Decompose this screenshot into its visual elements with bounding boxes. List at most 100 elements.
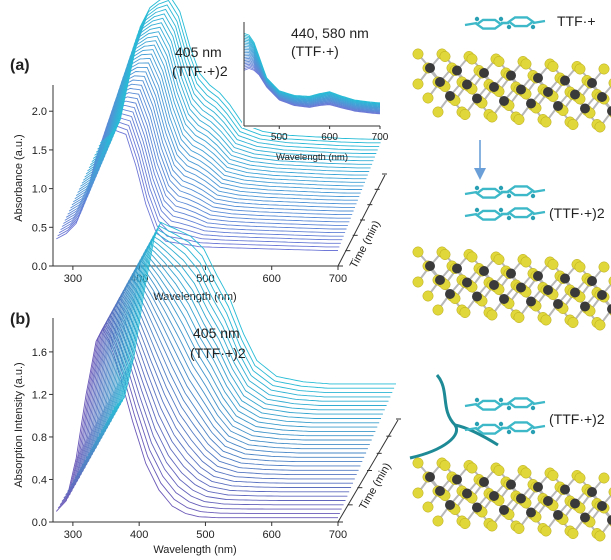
spectrum-line	[97, 4, 380, 150]
inset-x-label: Wavelength (nm)	[276, 152, 348, 163]
sulfur-atom	[540, 116, 552, 128]
inset-spectrum-line	[243, 32, 381, 104]
inset-x-ticks: 500 600 700	[271, 126, 389, 143]
sulfur-atom	[540, 314, 552, 326]
metal-atom	[435, 275, 445, 285]
ttf-atom	[474, 207, 480, 213]
polymer-branch	[454, 423, 499, 447]
sulfur-atom	[513, 114, 525, 125]
y-tick-label: 0.0	[32, 261, 47, 273]
sulfur-atom	[439, 51, 451, 62]
ttf-atom	[530, 193, 536, 199]
metal-atom	[553, 510, 563, 520]
metal-atom	[445, 500, 455, 510]
sulfur-atom	[486, 309, 498, 321]
metal-atom	[506, 70, 516, 81]
ttf-bond	[464, 212, 478, 218]
sulfur-atom	[493, 254, 505, 265]
metal-atom	[570, 287, 580, 298]
spectrum-line	[98, 0, 381, 147]
ttf-atom	[474, 421, 480, 427]
ttf-bond	[532, 400, 546, 406]
ttf-ring	[506, 16, 536, 28]
metal-atom	[570, 498, 580, 509]
metal-atom	[489, 491, 499, 501]
ttf-dimer-lower-molecule	[464, 207, 546, 221]
schematic-middle-label: (TTF·+)2	[549, 205, 605, 221]
metal-atom	[425, 472, 435, 482]
sulfur-atom	[547, 470, 559, 481]
ttf-ring	[506, 421, 536, 433]
y-tick-label: 1.5	[32, 145, 47, 157]
sulfur-atom	[422, 92, 434, 104]
inset-annotation-species: (TTF·+)	[291, 43, 339, 59]
ttf-atom	[474, 185, 480, 191]
mos2-layer-top	[412, 48, 611, 133]
metal-atom	[452, 65, 462, 76]
metal-atom	[580, 512, 590, 523]
metal-atom	[580, 301, 590, 312]
spectrum-line	[113, 221, 396, 409]
sulfur-atom	[439, 249, 451, 260]
metal-atom	[597, 290, 607, 300]
sulfur-atom	[513, 312, 525, 323]
inset-annotation-wavelength: 440, 580 nm	[291, 25, 369, 41]
panel-b-series-group	[55, 221, 396, 519]
metal-atom	[462, 488, 472, 499]
metal-atom	[479, 68, 489, 78]
metal-atom	[462, 277, 472, 288]
metal-atom	[597, 92, 607, 102]
metal-atom	[533, 73, 543, 83]
metal-atom	[587, 487, 597, 497]
ttf-ring	[506, 397, 536, 409]
x-tick-label: 700	[329, 529, 347, 541]
panel-a-x-label: Wavelength (nm)	[153, 291, 236, 303]
spectrum-line	[94, 13, 377, 156]
ttf-bond	[464, 190, 478, 196]
metal-atom	[543, 496, 553, 506]
sulfur-atom	[466, 251, 478, 263]
sulfur-atom	[459, 109, 471, 120]
panel-a: (a) 300 400 500 600 700 0.00.51.01.52.0 Wave…	[10, 0, 389, 303]
metal-atom	[580, 103, 590, 114]
ttf-atom	[474, 397, 480, 403]
ttf-bond	[532, 424, 546, 430]
sulfur-atom	[432, 304, 444, 316]
sulfur-atom	[466, 53, 478, 65]
schematic: TTF·+ (TTF·+)2 (TTF·+)2	[409, 13, 611, 542]
sulfur-atom	[520, 467, 532, 479]
sulfur-atom	[574, 261, 586, 273]
schematic-top-label: TTF·+	[557, 13, 596, 29]
ttf-bond	[532, 210, 546, 216]
y-tick-label: 0.5	[32, 222, 47, 234]
ttf-atom	[506, 405, 512, 411]
sulfur-atom	[598, 472, 610, 484]
sulfur-atom	[412, 78, 424, 90]
sulfur-atom	[547, 259, 559, 270]
sulfur-atom	[412, 246, 424, 258]
ttf-bond	[464, 402, 478, 408]
metal-atom	[597, 501, 607, 511]
y-tick-label: 2.0	[32, 106, 47, 118]
sulfur-atom	[574, 472, 586, 484]
ttf-ring	[474, 18, 504, 30]
metal-atom	[462, 79, 472, 90]
metal-atom	[543, 285, 553, 295]
ttf-atom	[530, 24, 536, 30]
sulfur-atom	[422, 501, 434, 513]
metal-atom	[499, 96, 509, 106]
metal-atom	[499, 505, 509, 515]
sulfur-atom	[432, 106, 444, 118]
sulfur-atom	[459, 307, 471, 318]
metal-atom	[607, 106, 611, 116]
y-tick-label: 1.6	[32, 347, 47, 359]
metal-atom	[516, 84, 526, 95]
panel-b-x-ticks: 300 400 500 600 700	[64, 522, 347, 541]
sulfur-atom	[540, 525, 552, 537]
sulfur-atom	[567, 119, 579, 130]
ttf-ring	[474, 423, 504, 435]
metal-atom	[489, 82, 499, 92]
metal-atom	[533, 271, 543, 281]
ttf-ring	[506, 185, 536, 197]
